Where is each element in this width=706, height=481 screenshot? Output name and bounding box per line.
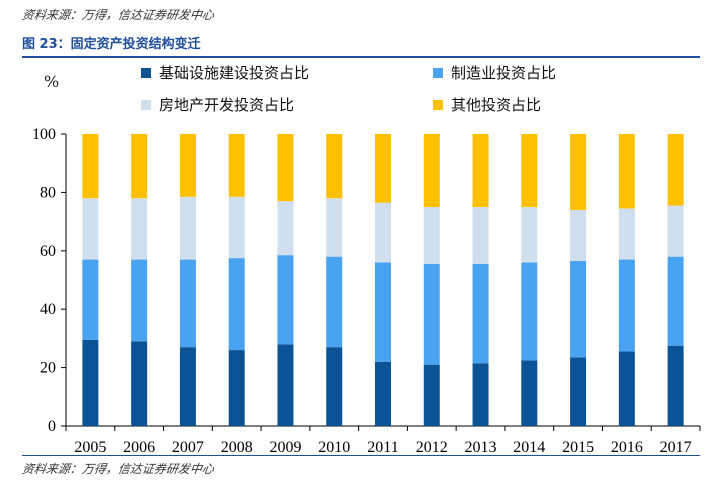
bar-segment [618, 208, 635, 260]
bar-segment [618, 134, 635, 209]
bar-segment [375, 202, 391, 263]
x-tick-label: 2014 [513, 439, 545, 456]
legend-label: 房地产开发投资占比 [159, 96, 295, 114]
bar-segment [277, 134, 294, 202]
bar-segment [179, 347, 196, 426]
x-tick-label: 2008 [221, 439, 253, 456]
bar-segment [277, 344, 294, 426]
bar-segment [570, 134, 587, 210]
y-tick-label: 80 [40, 184, 56, 201]
bar-segment [521, 134, 538, 207]
bar-segment [618, 351, 635, 426]
bar-segment [570, 261, 587, 358]
y-tick-label: 40 [40, 301, 56, 318]
bar-segment [521, 207, 538, 263]
legend-item-other: 其他投资占比 [433, 94, 541, 115]
bar-segment [277, 201, 294, 256]
bar-segment [521, 360, 538, 426]
x-tick-label: 2013 [465, 439, 497, 456]
x-tick-label: 2006 [123, 439, 155, 456]
title-divider [22, 56, 700, 58]
bar-segment [179, 134, 196, 197]
x-tick-label: 2011 [367, 439, 398, 456]
bar-segment [521, 262, 538, 361]
x-tick-label: 2009 [269, 439, 301, 456]
bar-segment [82, 339, 99, 426]
bar-segment [423, 207, 440, 264]
bar-segment [472, 263, 489, 364]
legend-label: 基础设施建设投资占比 [159, 64, 310, 82]
x-tick-label: 2016 [611, 439, 643, 456]
y-tick-label: 0 [48, 418, 56, 435]
bar-segment [472, 363, 489, 426]
bar-segment [423, 134, 440, 207]
bar-segment [667, 134, 684, 206]
x-tick-label: 2010 [318, 439, 350, 456]
x-tick-label: 2017 [660, 439, 692, 456]
source-note-bottom: 资料来源：万得，信达证券研发中心 [20, 462, 215, 476]
x-tick-label: 2015 [562, 439, 594, 456]
bar-segment [472, 207, 489, 264]
legend-item-manufacturing: 制造业投资占比 [433, 62, 556, 83]
bar-segment [472, 134, 489, 207]
figure-title: 图 23：固定资产投资结构变迁 [22, 37, 201, 52]
x-tick-label: 2005 [74, 439, 106, 456]
bar-segment [228, 196, 245, 259]
bar-segment [667, 205, 684, 257]
bar-segment [570, 209, 587, 262]
x-tick-label: 2007 [172, 439, 204, 456]
legend-swatch [433, 99, 443, 110]
bar-segment [667, 256, 684, 346]
bar-segment [570, 357, 587, 426]
legend-swatch [141, 99, 151, 110]
bar-segment [82, 134, 99, 199]
legend-item-real-estate: 房地产开发投资占比 [141, 94, 294, 115]
y-tick-label: 20 [40, 360, 56, 377]
bar-segment [131, 134, 148, 199]
bar-segment [82, 259, 99, 340]
bar-segment [667, 345, 684, 426]
bar-segment [423, 263, 440, 365]
legend-label: 制造业投资占比 [451, 64, 557, 82]
bar-segment [375, 134, 391, 203]
y-tick-label: 100 [32, 126, 56, 143]
y-tick-label: 60 [40, 243, 56, 260]
bar-segment [277, 255, 294, 345]
bar-segment [375, 361, 391, 426]
bar-segment [131, 341, 148, 426]
bar-segment [82, 198, 99, 260]
bar-segment [228, 134, 245, 197]
bar-segment [179, 196, 196, 260]
bar-segment [228, 350, 245, 426]
bar-segment [326, 347, 343, 426]
legend-item-infrastructure: 基础设施建设投资占比 [141, 62, 309, 83]
bar-segment [326, 134, 343, 199]
x-tick-label: 2012 [416, 439, 448, 456]
legend-swatch [433, 67, 443, 78]
legend-swatch [141, 67, 151, 78]
bottom-divider [22, 455, 700, 456]
bar-segment [326, 256, 343, 348]
bar-segment [423, 364, 440, 426]
bar-segment [179, 259, 196, 348]
bar-segment [618, 259, 635, 352]
y-axis-unit-label: % [44, 72, 60, 91]
legend-label: 其他投资占比 [451, 96, 542, 114]
bar-segment [131, 198, 148, 260]
bar-segment [375, 262, 391, 362]
bar-segment [326, 198, 343, 257]
bar-segment [131, 259, 148, 342]
bar-segment [228, 258, 245, 351]
